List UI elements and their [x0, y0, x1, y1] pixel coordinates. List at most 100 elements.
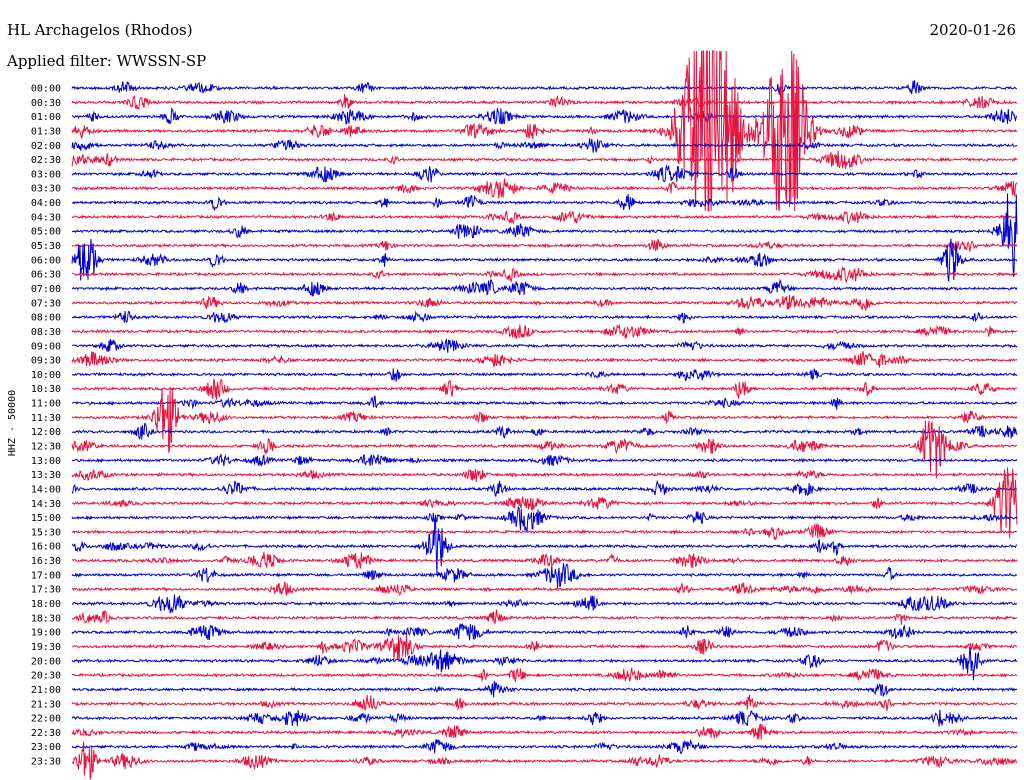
trace-line: [71, 563, 1018, 588]
trace-group: [71, 50, 1018, 780]
trace-line: [71, 278, 1018, 297]
trace-line: [71, 94, 1018, 111]
trace-line: [71, 667, 1017, 683]
time-tick-label: 16:00: [31, 542, 61, 553]
trace-line: [71, 741, 1018, 780]
trace-line: [71, 694, 1018, 711]
trace-line: [71, 367, 1018, 382]
time-tick-label: 00:30: [31, 98, 61, 109]
trace-line: [71, 265, 1018, 284]
trace-line: [71, 522, 1017, 541]
trace-line: [71, 107, 1017, 125]
time-tick-label: 04:30: [31, 212, 61, 223]
time-tick-label: 02:00: [31, 141, 61, 152]
station-title: HL Archagelos (Rhodos): [7, 21, 193, 39]
time-tick-label: 14:30: [31, 499, 61, 510]
time-tick-label: 15:30: [31, 527, 61, 538]
trace-line: [72, 581, 1018, 597]
trace-line: [71, 238, 1018, 282]
time-tick-label: 01:30: [31, 126, 61, 137]
trace-line: [71, 80, 1018, 95]
trace-line: [72, 594, 1018, 614]
time-tick-label: 05:30: [31, 241, 61, 252]
trace-line: [71, 178, 1018, 199]
time-tick-label: 08:00: [31, 313, 61, 324]
trace-line: [71, 468, 1018, 483]
trace-line: [71, 323, 1017, 340]
time-tick-label: 17:30: [31, 585, 61, 596]
trace-line: [71, 210, 1018, 225]
trace-line: [71, 634, 1018, 662]
trace-line: [71, 551, 1018, 570]
time-tick-label: 10:30: [31, 384, 61, 395]
time-tick-label: 22:30: [31, 728, 61, 739]
time-tick-label: 19:30: [31, 642, 61, 653]
time-tick-label: 09:30: [31, 356, 61, 367]
time-tick-label: 00:00: [31, 84, 61, 95]
trace-line: [72, 377, 1018, 400]
y-axis-label: HHZ - 50000: [7, 390, 18, 456]
tick-label-group: 00:00 00:30 01:00 01:30 02:00 02:30 03:00 03:30…: [31, 84, 61, 768]
trace-line: [71, 519, 1018, 575]
trace-line: [71, 453, 1018, 468]
time-tick-label: 07:30: [31, 298, 61, 309]
time-tick-label: 06:00: [31, 255, 61, 266]
time-tick-label: 08:30: [31, 327, 61, 338]
time-tick-label: 16:30: [31, 556, 61, 567]
time-tick-label: 13:00: [31, 456, 61, 467]
trace-line: [71, 194, 1018, 211]
time-tick-label: 15:00: [31, 513, 61, 524]
time-tick-label: 23:30: [31, 757, 61, 768]
time-tick-label: 18:30: [31, 613, 61, 624]
time-tick-label: 20:30: [31, 671, 61, 682]
trace-line: [71, 150, 1018, 170]
trace-line: [71, 479, 1017, 498]
trace-line: [71, 739, 1018, 754]
time-tick-label: 14:00: [31, 484, 61, 495]
trace-line: [71, 709, 1018, 727]
time-tick-label: 13:30: [31, 470, 61, 481]
time-tick-label: 19:00: [31, 628, 61, 639]
trace-line: [71, 338, 1018, 353]
trace-line: [71, 609, 1017, 625]
time-tick-label: 17:00: [31, 570, 61, 581]
time-tick-label: 03:00: [31, 169, 61, 180]
trace-line: [71, 623, 1018, 641]
time-tick-label: 06:30: [31, 270, 61, 281]
trace-line: [71, 294, 1018, 312]
trace-line: [71, 50, 1018, 212]
trace-line: [71, 310, 1017, 324]
trace-line: [71, 505, 1018, 533]
time-tick-label: 12:00: [31, 427, 61, 438]
trace-line: [71, 420, 1018, 479]
time-tick-label: 10:00: [31, 370, 61, 381]
time-tick-label: 04:00: [31, 198, 61, 209]
time-tick-label: 12:30: [31, 442, 61, 453]
trace-line: [71, 467, 1018, 539]
time-tick-label: 18:00: [31, 599, 61, 610]
trace-line: [71, 164, 1018, 183]
time-tick-label: 11:30: [31, 413, 61, 424]
trace-line: [72, 193, 1018, 277]
time-tick-label: 11:00: [31, 399, 61, 410]
trace-line: [71, 138, 1018, 153]
filter-label: Applied filter: WWSSN-SP: [7, 52, 207, 70]
trace-line: [71, 646, 1018, 681]
time-tick-label: 20:00: [31, 656, 61, 667]
trace-line: [71, 680, 1018, 698]
time-tick-label: 23:00: [31, 742, 61, 753]
trace-line: [71, 422, 1018, 441]
time-tick-label: 21:30: [31, 699, 61, 710]
time-tick-label: 07:00: [31, 284, 61, 295]
trace-line: [71, 386, 1018, 453]
time-tick-label: 21:00: [31, 685, 61, 696]
time-tick-label: 03:30: [31, 184, 61, 195]
time-tick-label: 02:30: [31, 155, 61, 166]
time-tick-label: 05:00: [31, 227, 61, 238]
trace-line: [71, 395, 1018, 410]
trace-line: [71, 239, 1018, 252]
time-tick-label: 09:00: [31, 341, 61, 352]
date-label: 2020-01-26: [929, 21, 1016, 39]
time-tick-label: 22:00: [31, 714, 61, 725]
